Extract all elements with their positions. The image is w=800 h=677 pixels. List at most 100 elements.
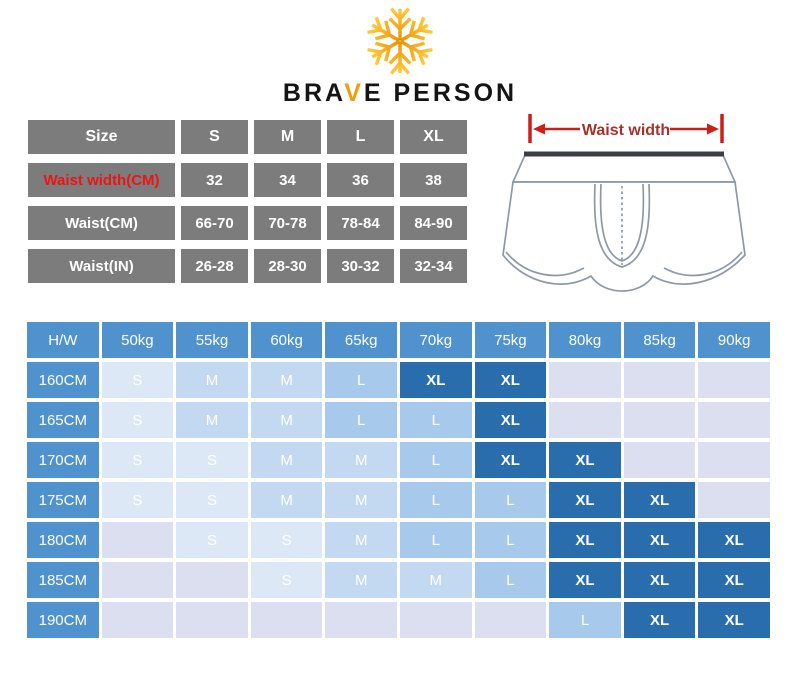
matrix-cell: XL	[549, 522, 621, 558]
size-table-cell: 34	[254, 163, 321, 197]
matrix-cell	[549, 402, 621, 438]
matrix-cell: XL	[623, 482, 696, 518]
matrix-cell: XL	[623, 522, 696, 558]
matrix-cell: M	[250, 362, 323, 398]
size-table-row-label: Waist width(CM)	[28, 163, 175, 197]
size-table-cell: 84-90	[400, 206, 467, 240]
matrix-col-header: 70kg	[399, 322, 472, 358]
size-table-row-label: Waist(IN)	[28, 249, 175, 283]
matrix-cell: M	[250, 442, 323, 478]
matrix-cell: L	[474, 562, 547, 598]
matrix-cell: S	[101, 442, 174, 478]
matrix-cell: M	[325, 522, 397, 558]
matrix-cell: L	[399, 402, 472, 438]
matrix-cell: XL	[549, 442, 621, 478]
matrix-cell: XL	[623, 602, 696, 638]
matrix-cell: S	[250, 562, 323, 598]
brand-name-accent-letter: V	[344, 79, 364, 107]
matrix-cell: XL	[474, 442, 547, 478]
matrix-col-header: 85kg	[623, 322, 696, 358]
matrix-cell: L	[549, 602, 621, 638]
matrix-cell: L	[474, 482, 547, 518]
matrix-cell	[698, 362, 770, 398]
matrix-cell: S	[176, 442, 248, 478]
size-table-cell: M	[254, 120, 321, 154]
underwear-drawing	[502, 151, 746, 292]
matrix-col-header: 60kg	[250, 322, 323, 358]
matrix-cell	[325, 602, 397, 638]
matrix-cell	[176, 562, 248, 598]
matrix-col-header: 55kg	[176, 322, 248, 358]
matrix-row-header: 160CM	[27, 362, 99, 398]
size-table-row-label: Size	[28, 120, 175, 154]
matrix-cell: M	[325, 482, 397, 518]
size-table-cell: 66-70	[181, 206, 248, 240]
matrix-cell: XL	[698, 522, 770, 558]
matrix-cell: S	[176, 522, 248, 558]
brand-name-part3: E PERSON	[363, 79, 518, 107]
snowflake-icon	[366, 7, 434, 74]
matrix-cell: S	[250, 522, 323, 558]
matrix-cell: XL	[549, 562, 621, 598]
matrix-cell: XL	[698, 602, 770, 638]
matrix-cell: L	[399, 482, 472, 518]
waist-width-arrow	[528, 114, 724, 143]
brand-logo	[0, 3, 800, 79]
matrix-row-header: 175CM	[27, 482, 99, 518]
size-table-cell: 36	[327, 163, 394, 197]
matrix-cell	[623, 402, 696, 438]
hw-matrix: H/W 50kg 55kg 60kg 65kg 70kg 75kg 80kg 85kg 90kg 1…	[27, 322, 770, 638]
matrix-cell	[698, 402, 770, 438]
matrix-cell: XL	[399, 362, 472, 398]
matrix-cell: L	[474, 522, 547, 558]
size-table-cell: 32-34	[400, 249, 467, 283]
matrix-cell	[698, 442, 770, 478]
matrix-cell	[101, 562, 174, 598]
size-table-cell: 28-30	[254, 249, 321, 283]
matrix-cell	[549, 362, 621, 398]
matrix-cell: M	[176, 362, 248, 398]
matrix-row-header: 185CM	[27, 562, 99, 598]
matrix-cell: XL	[623, 562, 696, 598]
size-table-cell: 38	[400, 163, 467, 197]
matrix-cell	[623, 442, 696, 478]
matrix-cell: L	[399, 522, 472, 558]
matrix-cell: XL	[474, 362, 547, 398]
size-table-cell: 26-28	[181, 249, 248, 283]
matrix-cell	[101, 522, 174, 558]
matrix-cell: M	[325, 442, 397, 478]
matrix-corner-header: H/W	[27, 322, 99, 358]
matrix-row-header: 165CM	[27, 402, 99, 438]
size-table: Size S M L XL Waist width(CM) 32 34 36 38 Waist(CM…	[28, 120, 467, 283]
matrix-col-header: 75kg	[474, 322, 547, 358]
matrix-row-header: 180CM	[27, 522, 99, 558]
waist-diagram: Waist width	[498, 110, 788, 300]
matrix-cell	[399, 602, 472, 638]
arrow-right-head	[707, 123, 719, 135]
brand-name-part1: BRA	[282, 79, 345, 107]
matrix-cell: M	[325, 562, 397, 598]
size-table-cell: 78-84	[327, 206, 394, 240]
matrix-cell	[250, 602, 323, 638]
matrix-cell: XL	[474, 402, 547, 438]
matrix-col-header: 90kg	[698, 322, 770, 358]
size-table-cell: S	[181, 120, 248, 154]
arrow-left-head	[533, 123, 545, 135]
matrix-cell: M	[176, 402, 248, 438]
matrix-cell: L	[399, 442, 472, 478]
brand-name: BRAVE PERSON	[0, 79, 800, 108]
size-table-cell: 32	[181, 163, 248, 197]
matrix-cell: S	[101, 482, 174, 518]
matrix-cell: L	[325, 402, 397, 438]
matrix-col-header: 80kg	[549, 322, 621, 358]
matrix-cell: XL	[698, 562, 770, 598]
matrix-cell: L	[325, 362, 397, 398]
waist-width-label: Waist width	[582, 122, 670, 139]
matrix-row-header: 190CM	[27, 602, 99, 638]
size-table-cell: L	[327, 120, 394, 154]
size-table-cell: 70-78	[254, 206, 321, 240]
size-table-cell: XL	[400, 120, 467, 154]
matrix-cell: S	[176, 482, 248, 518]
matrix-cell	[623, 362, 696, 398]
